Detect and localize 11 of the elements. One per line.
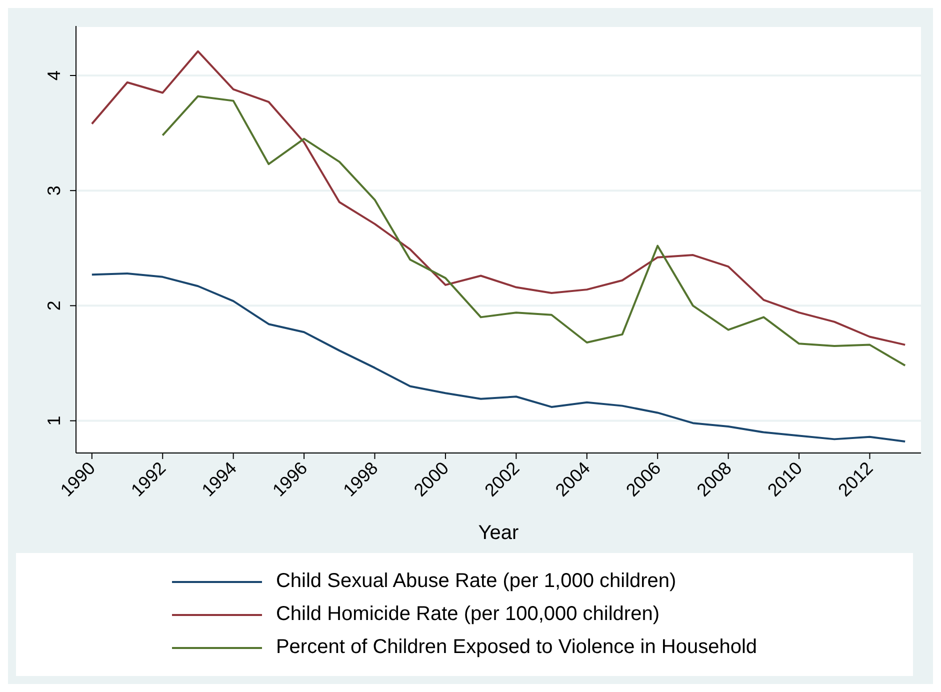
line-series (90, 50, 906, 346)
legend-label: Child Homicide Rate (per 100,000 children) (276, 603, 660, 626)
line-series (90, 272, 906, 442)
x-axis-title: Year (478, 522, 520, 544)
y-tick-label: 1 (44, 416, 64, 426)
y-tick-label: 3 (44, 186, 64, 196)
line-series (162, 95, 906, 367)
y-tick-label: 2 (44, 300, 64, 311)
legend-label: Percent of Children Exposed to Violence in Household (276, 636, 758, 659)
legend-label: Child Sexual Abuse Rate (per 1,000 children) (276, 570, 676, 593)
y-tick-label: 4 (44, 70, 64, 80)
